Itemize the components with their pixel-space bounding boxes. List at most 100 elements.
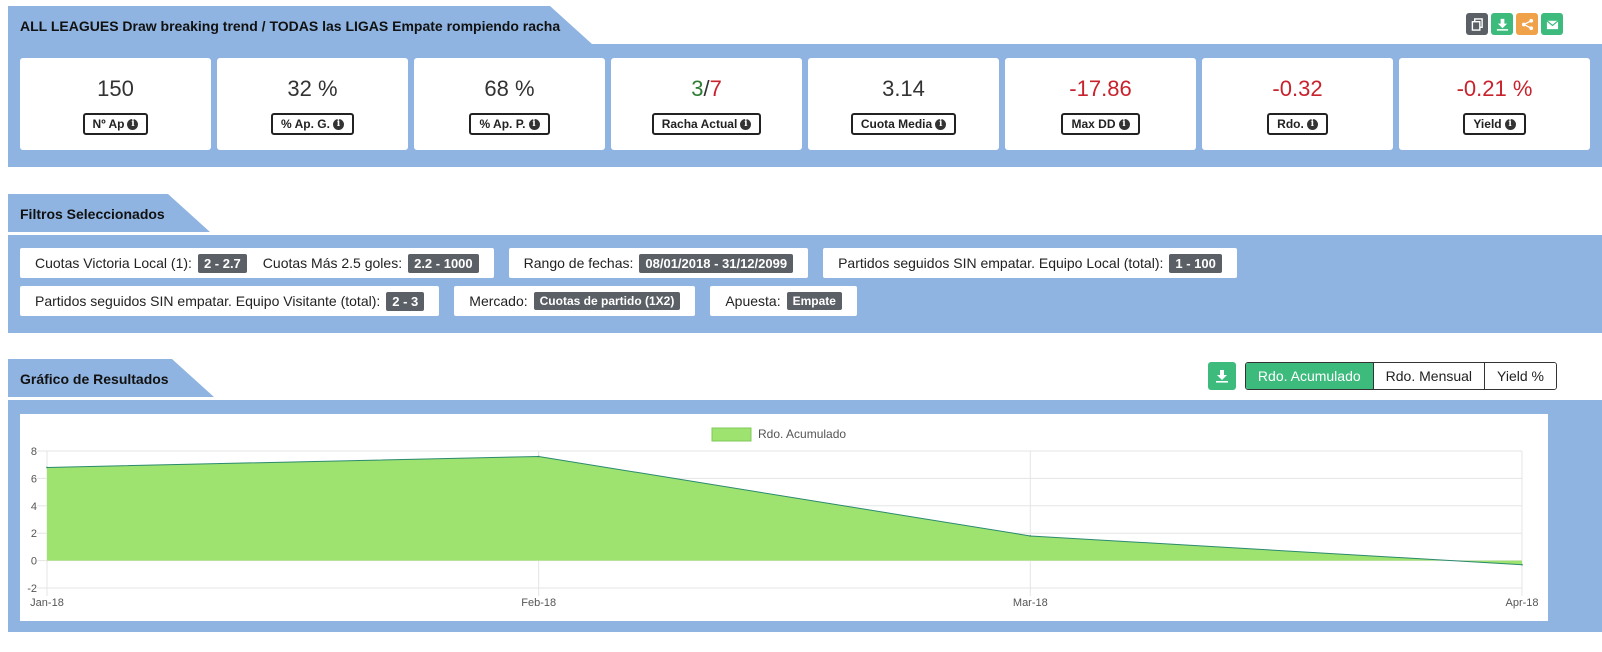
header-actions: [1466, 13, 1563, 35]
data-point: [537, 455, 540, 458]
results-chart: 8 6 4 2 0 -2 Jan-18 Feb-18 Mar-18 Apr-18 Rdo. Acum…: [27, 427, 1538, 609]
chart-mode-toggle: Rdo. Acumulado Rdo. Mensual Yield %: [1244, 362, 1557, 390]
series-area: [47, 456, 1522, 565]
filter-value-badge: 2 - 2.7: [197, 253, 247, 273]
filter-label: Apuesta:: [725, 293, 781, 309]
share-icon: [1521, 18, 1533, 30]
stat-label-text: % Ap. P.: [479, 117, 526, 131]
filter-label: Partidos seguidos SIN empatar. Equipo Lo…: [838, 255, 1164, 271]
stat-label-button[interactable]: Max DD i: [1061, 113, 1140, 135]
data-point: [1029, 535, 1032, 537]
results-title: Gráfico de Resultados: [8, 359, 214, 397]
data-point: [1521, 563, 1523, 566]
y-tick-label: 8: [31, 446, 37, 458]
stat-label-button[interactable]: Rdo. i: [1267, 113, 1328, 135]
stat-value: 150: [97, 76, 134, 101]
stats-row: 150 Nº Ap i 32 %% Ap. G. i 68 %% Ap. P. i 3/7 Ra…: [8, 44, 1602, 164]
streak-separator: /: [703, 76, 710, 101]
results-header-row: Gráfico de Resultados: [8, 359, 1602, 397]
stat-card: 3/7 Racha Actual i: [611, 58, 802, 150]
stat-label-button[interactable]: % Ap. G. i: [271, 113, 354, 135]
stats-panel: 150 Nº Ap i 32 %% Ap. G. i 68 %% Ap. P. i 3/7 Ra…: [8, 44, 1602, 167]
stat-label-button[interactable]: Cuota Media i: [850, 113, 957, 135]
filters-title: Filtros Seleccionados: [8, 194, 210, 232]
stat-label-text: Nº Ap: [92, 117, 125, 131]
stat-card: 32 % % Ap. G. i: [217, 58, 408, 150]
tab-rdo-mensual[interactable]: Rdo. Mensual: [1372, 363, 1485, 389]
stat-label-button[interactable]: Yield i: [1463, 113, 1526, 135]
filter-label: Cuotas Victoria Local (1):: [35, 255, 192, 271]
download-icon: [1496, 18, 1508, 31]
y-tick-label: 4: [31, 501, 37, 513]
tab-rdo-acumulado[interactable]: Rdo. Acumulado: [1245, 363, 1373, 389]
info-icon[interactable]: i: [1306, 118, 1318, 130]
stat-card: 150 Nº Ap i: [20, 58, 211, 150]
filters-panel: Cuotas Victoria Local (1): 2 - 2.7 Cuotas …: [8, 235, 1602, 333]
filter-chip: Cuotas Victoria Local (1): 2 - 2.7 Cuotas …: [20, 248, 494, 278]
page-title: ALL LEAGUES Draw breaking trend / TODAS …: [8, 6, 592, 44]
filter-chip: Partidos seguidos SIN empatar. Equipo Vi…: [20, 286, 440, 316]
stat-label-button[interactable]: Nº Ap i: [82, 113, 149, 135]
stat-label-text: Cuota Media: [860, 117, 933, 131]
download-summary-button[interactable]: [1491, 13, 1513, 35]
share-button[interactable]: [1516, 13, 1538, 35]
filter-value-badge: 2 - 3: [386, 291, 425, 311]
stat-label-text: Rdo.: [1277, 117, 1304, 131]
filter-value-badge: 08/01/2018 - 31/12/2099: [639, 253, 794, 273]
chart-container: 8 6 4 2 0 -2 Jan-18 Feb-18 Mar-18 Apr-18 Rdo. Acum…: [20, 414, 1548, 621]
filter-label: Partidos seguidos SIN empatar. Equipo Vi…: [35, 293, 381, 309]
stat-value: -17.86: [1069, 76, 1132, 101]
copy-icon: [1471, 17, 1483, 31]
stat-label-text: Max DD: [1071, 117, 1116, 131]
filter-label: Mercado:: [469, 293, 528, 309]
filters-header-row: Filtros Seleccionados: [8, 194, 1602, 232]
filter-chip: Apuesta: Empate: [710, 286, 857, 316]
y-tick-label: 0: [31, 556, 37, 568]
info-icon[interactable]: i: [528, 118, 540, 130]
email-button[interactable]: [1541, 13, 1563, 35]
x-tick-label: Feb-18: [521, 597, 556, 609]
filter-chip: Rango de fechas: 08/01/2018 - 31/12/2099: [508, 248, 809, 278]
info-icon[interactable]: i: [935, 118, 947, 130]
stat-label-button[interactable]: % Ap. P. i: [469, 113, 550, 135]
x-tick-label: Jan-18: [30, 597, 64, 609]
info-icon[interactable]: i: [332, 118, 344, 130]
streak-wins: 3: [691, 76, 704, 101]
filters-row-2: Partidos seguidos SIN empatar. Equipo Vi…: [20, 286, 1590, 316]
stat-label-text: Racha Actual: [661, 117, 738, 131]
tab-yield[interactable]: Yield %: [1484, 363, 1556, 389]
filter-chip: Mercado: Cuotas de partido (1X2): [454, 286, 696, 316]
summary-header-row: ALL LEAGUES Draw breaking trend / TODAS …: [8, 6, 1602, 44]
filter-value-badge: 2.2 - 1000: [408, 253, 479, 273]
chart-controls: Rdo. Acumulado Rdo. Mensual Yield %: [1207, 362, 1557, 390]
stat-card: -0.21 % Yield i: [1399, 58, 1590, 150]
email-icon: [1546, 19, 1558, 29]
stat-label-button[interactable]: Racha Actual i: [651, 113, 762, 135]
stat-value: -0.32: [1272, 76, 1323, 101]
streak-losses: 7: [709, 76, 722, 101]
filter-value-badge: Empate: [786, 292, 842, 310]
stat-value: -0.21 %: [1456, 76, 1533, 101]
info-icon[interactable]: i: [1504, 118, 1516, 130]
info-icon[interactable]: i: [740, 118, 752, 130]
stat-label-text: Yield: [1473, 117, 1502, 131]
stat-card: -17.86 Max DD i: [1005, 58, 1196, 150]
stat-label-text: % Ap. G.: [281, 117, 330, 131]
legend-swatch: [711, 427, 752, 442]
info-icon[interactable]: i: [1118, 118, 1130, 130]
filter-chip: Partidos seguidos SIN empatar. Equipo Lo…: [823, 248, 1237, 278]
stat-card: 68 % % Ap. P. i: [414, 58, 605, 150]
info-icon[interactable]: i: [127, 118, 139, 130]
filters-row-1: Cuotas Victoria Local (1): 2 - 2.7 Cuotas …: [20, 248, 1590, 278]
stat-value: 3.14: [882, 76, 925, 101]
copy-button[interactable]: [1466, 13, 1488, 35]
x-tick-label: Apr-18: [1505, 597, 1538, 609]
download-chart-button[interactable]: [1207, 362, 1236, 390]
stat-value: 68 %: [484, 76, 535, 101]
y-tick-label: 6: [31, 473, 37, 485]
filter-label: Cuotas Más 2.5 goles:: [262, 255, 403, 271]
download-icon: [1215, 370, 1228, 383]
data-point: [46, 466, 48, 469]
series-line: [46, 455, 1523, 566]
legend-label: Rdo. Acumulado: [758, 427, 846, 441]
